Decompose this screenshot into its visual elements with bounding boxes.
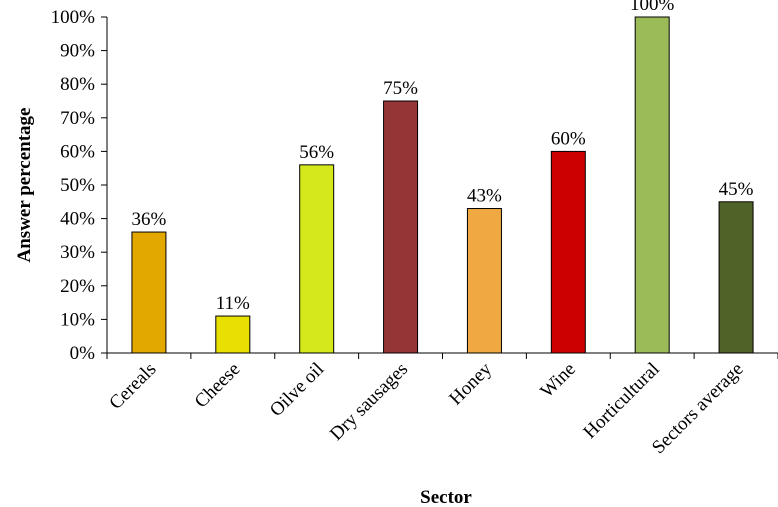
data-label: 43% (467, 186, 502, 207)
bar-wine (550, 150, 586, 354)
bar-honey (466, 208, 502, 354)
x-tick-label: Cheese (191, 359, 245, 413)
y-axis-title: Answer percentage (14, 108, 35, 263)
y-tick-label: 70% (60, 108, 95, 129)
data-labels: 36% 11% 56% 75% 43% 60% 100% 45% (132, 0, 754, 314)
y-tick-label: 100% (51, 7, 96, 28)
data-label: 36% (132, 209, 167, 230)
x-tick-label: Honey (445, 358, 496, 409)
data-label: 45% (719, 179, 754, 200)
y-tick-label: 0% (70, 343, 96, 364)
x-axis-title: Sector (420, 487, 472, 507)
bars (131, 16, 754, 354)
y-tick-label: 40% (60, 209, 95, 230)
x-tick-label: Horticultural (579, 359, 663, 443)
y-tick-label: 90% (60, 41, 95, 62)
bar-sectors-average (718, 201, 754, 354)
bar-horticultural (634, 16, 670, 354)
y-tick-label: 10% (60, 309, 95, 330)
y-tick-label: 50% (60, 175, 95, 196)
y-tick-label: 80% (60, 74, 95, 95)
bar-cheese (215, 315, 251, 354)
data-label: 56% (299, 142, 334, 163)
bar-oilve-oil (299, 164, 335, 354)
y-tick-label: 60% (60, 141, 95, 162)
data-label: 100% (630, 0, 675, 15)
y-tick-label: 30% (60, 242, 95, 263)
x-tick-label: Oilve oil (266, 359, 328, 421)
data-label: 11% (216, 293, 250, 314)
y-axis-ticks: 0% 10% 20% 30% 40% 50% 60% 70% 80% 90% 100% (51, 7, 778, 364)
bar-dry-sausages (383, 100, 419, 354)
x-tick-label: Dry sausages (326, 359, 412, 445)
y-tick-label: 20% (60, 276, 95, 297)
x-tick-label: Wine (536, 359, 579, 402)
x-tick-label: Cereals (105, 359, 160, 414)
data-label: 60% (551, 128, 586, 149)
bar-cereals (131, 231, 167, 354)
data-label: 75% (383, 78, 418, 99)
